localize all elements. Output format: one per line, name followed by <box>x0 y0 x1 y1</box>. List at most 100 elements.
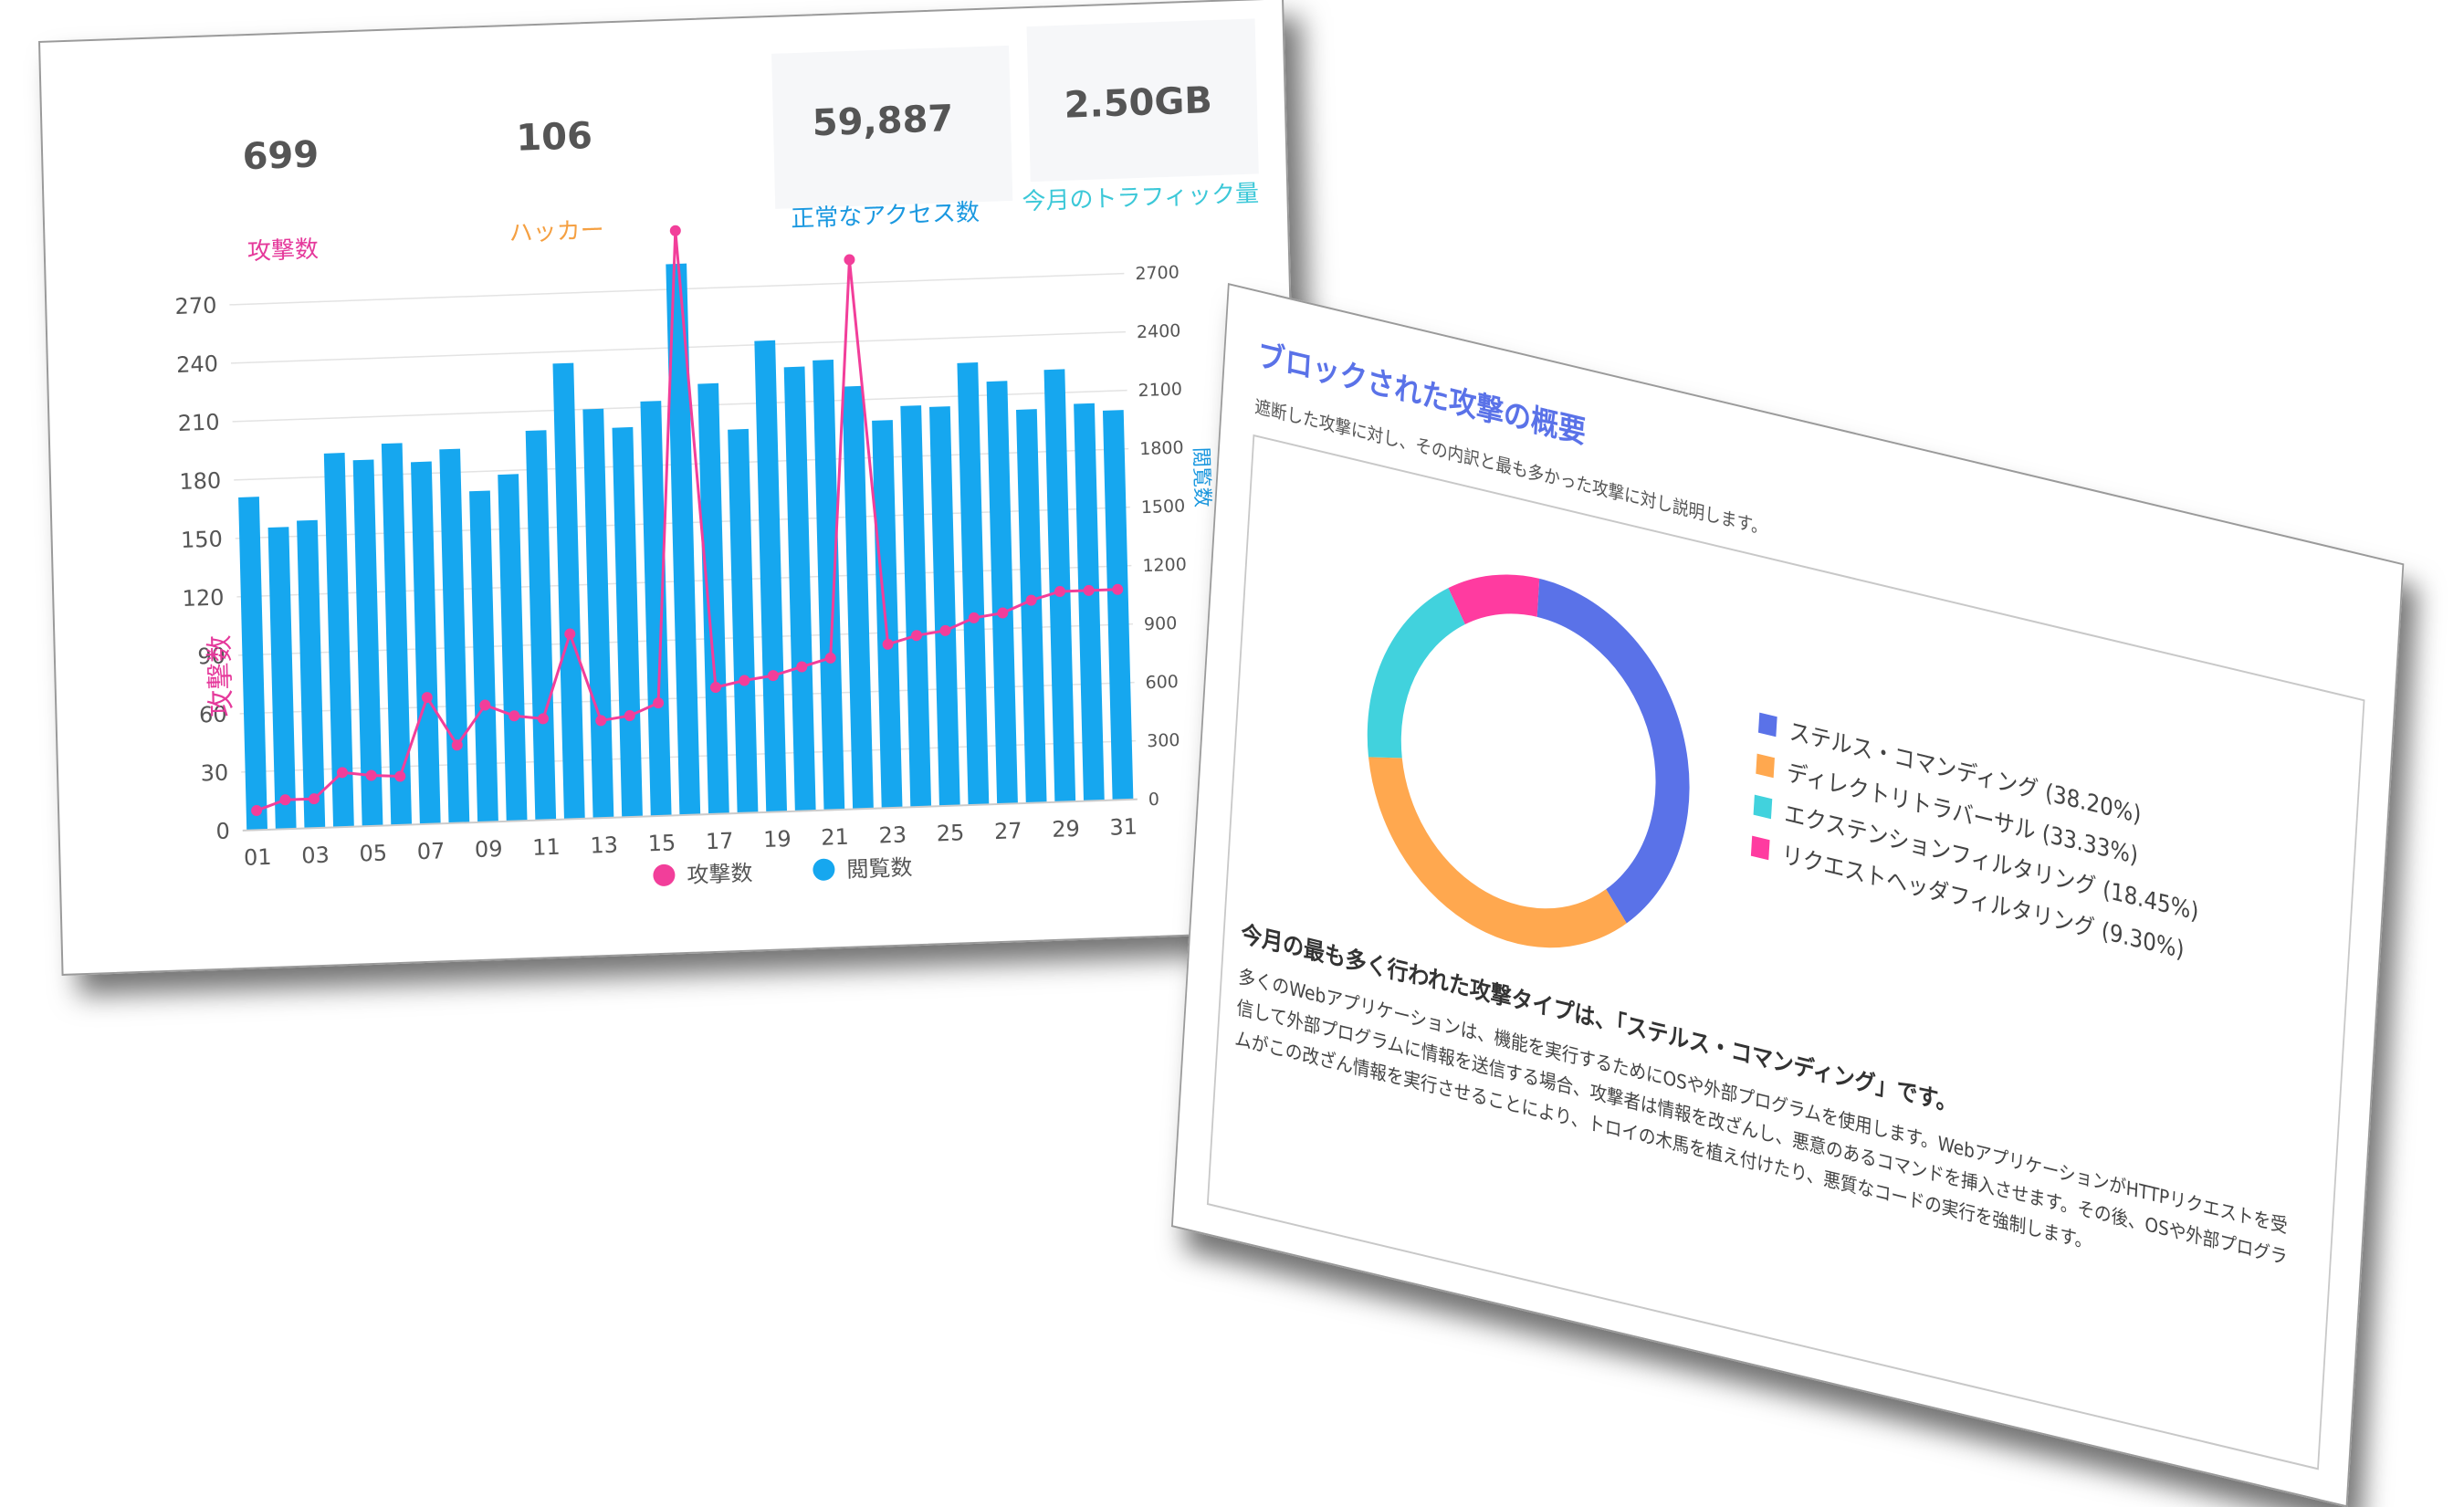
point-attacks <box>911 630 923 642</box>
point-attacks <box>939 624 951 636</box>
bar-views <box>666 263 701 816</box>
legend-attacks-marker <box>653 863 676 886</box>
y-right-tick-label: 1800 <box>1139 438 1184 460</box>
y-right-tick-label: 2400 <box>1137 321 1181 343</box>
point-attacks <box>882 638 894 650</box>
point-attacks <box>1112 583 1124 595</box>
bar-views <box>352 459 383 827</box>
bar-views <box>813 360 845 811</box>
donut-slice-header <box>1448 574 1540 625</box>
y-right-tick-label: 2700 <box>1135 263 1180 285</box>
point-attacks <box>1083 584 1095 596</box>
point-attacks <box>709 682 721 694</box>
point-attacks <box>796 661 808 673</box>
y-left-tick-label: 210 <box>177 409 219 436</box>
bar-views <box>640 401 672 817</box>
legend-swatch-extension <box>1753 794 1773 819</box>
point-attacks <box>653 697 665 709</box>
x-tick-label: 09 <box>475 836 503 863</box>
bar-views <box>410 461 441 825</box>
x-tick-label: 23 <box>878 822 907 849</box>
y-right-tick-label: 1500 <box>1141 497 1186 518</box>
x-tick-label: 19 <box>763 826 792 853</box>
y-right-tick-label: 2100 <box>1138 380 1182 402</box>
summary-panel: ステルス・コマンディング (38.20%) ディレクトリトラバーサル (33.3… <box>1206 434 2365 1470</box>
x-tick-label: 25 <box>936 820 964 846</box>
bar-views <box>957 362 990 806</box>
bar-views <box>552 362 585 820</box>
chart-legend: 攻撃数 閲覧数 <box>653 854 913 888</box>
x-axis-line <box>242 798 1138 832</box>
x-tick-label: 17 <box>706 828 734 854</box>
legend-swatch-stealth <box>1758 712 1777 737</box>
y-left-tick-label: 90 <box>197 643 225 669</box>
y-left-tick-label: 60 <box>199 701 227 727</box>
point-attacks <box>997 607 1009 619</box>
x-tick-label: 15 <box>647 830 676 856</box>
y-left-tick-label: 120 <box>182 584 224 612</box>
point-attacks <box>421 692 433 704</box>
x-tick-label: 01 <box>244 844 272 871</box>
y-left-axis-title: 攻撃数 <box>204 634 237 717</box>
point-attacks <box>624 710 635 722</box>
bar-views <box>267 527 297 830</box>
x-tick-label: 13 <box>590 832 618 859</box>
bar-views <box>872 420 903 809</box>
point-attacks <box>739 675 750 686</box>
y-right-tick-label: 0 <box>1148 790 1160 810</box>
point-attacks <box>336 767 348 779</box>
bar-views <box>697 382 729 815</box>
legend-views-marker <box>813 858 835 881</box>
y-right-tick-label: 900 <box>1144 613 1178 634</box>
y-left-tick-label: 240 <box>176 351 218 378</box>
x-tick-label: 27 <box>994 818 1022 844</box>
bar-views <box>525 430 557 821</box>
bar-views <box>381 443 413 826</box>
x-tick-label: 11 <box>532 834 561 861</box>
bar-views <box>929 406 960 807</box>
summary-body: 多くのWebアプリケーションは、機能を実行するためにOSや外部プログラムを使用し… <box>1233 965 2289 1270</box>
point-attacks <box>309 793 320 805</box>
bar-views <box>238 497 267 831</box>
bar-views <box>498 474 528 822</box>
point-attacks <box>595 715 607 727</box>
bar-views <box>323 453 354 828</box>
x-tick-label: 21 <box>821 824 849 851</box>
bar-views <box>439 448 470 824</box>
legend-swatch-traversal <box>1756 753 1775 778</box>
donut-chart <box>1367 574 1690 948</box>
bar-views <box>469 490 498 822</box>
bar-views <box>842 385 874 810</box>
point-attacks <box>365 769 377 781</box>
point-attacks <box>1054 585 1066 597</box>
bar-views <box>783 366 816 811</box>
point-attacks <box>669 225 681 236</box>
y-left-tick-label: 0 <box>215 818 230 844</box>
legend-attacks-label: 攻撃数 <box>687 860 753 888</box>
y-left-tick-label: 150 <box>181 526 223 553</box>
bar-views <box>297 519 326 829</box>
bar-views <box>754 340 788 812</box>
legend-swatch-header <box>1750 835 1770 860</box>
bar-views <box>612 426 643 818</box>
bar-views <box>728 428 759 813</box>
point-attacks <box>279 794 291 806</box>
point-attacks <box>1025 594 1037 606</box>
y-left-tick-label: 270 <box>174 292 216 319</box>
traffic-chart-card: 699 攻撃数 106 ハッカー 59,887 正常なアクセス数 2.50GB … <box>38 0 1307 976</box>
point-attacks <box>537 713 549 725</box>
point-attacks <box>479 699 491 711</box>
attack-summary-card: ブロックされた攻撃の概要 遮断した攻撃に対し、その内訳と最も多かった攻撃に対し説… <box>1170 283 2405 1507</box>
bar-views <box>1102 410 1134 801</box>
y-right-tick-label: 1200 <box>1142 555 1187 577</box>
point-attacks <box>564 628 576 640</box>
y-right-axis-title: 閲覧数 <box>1189 446 1213 508</box>
donut-slice-traversal <box>1368 757 1627 948</box>
point-attacks <box>451 739 463 751</box>
donut-slice-extension <box>1367 588 1465 759</box>
combo-chart: 0306090120150180210240270030060090012001… <box>174 225 1213 888</box>
y-right-tick-label: 600 <box>1145 672 1179 693</box>
point-attacks <box>824 652 836 664</box>
point-attacks <box>509 710 520 722</box>
x-tick-label: 07 <box>416 838 445 864</box>
